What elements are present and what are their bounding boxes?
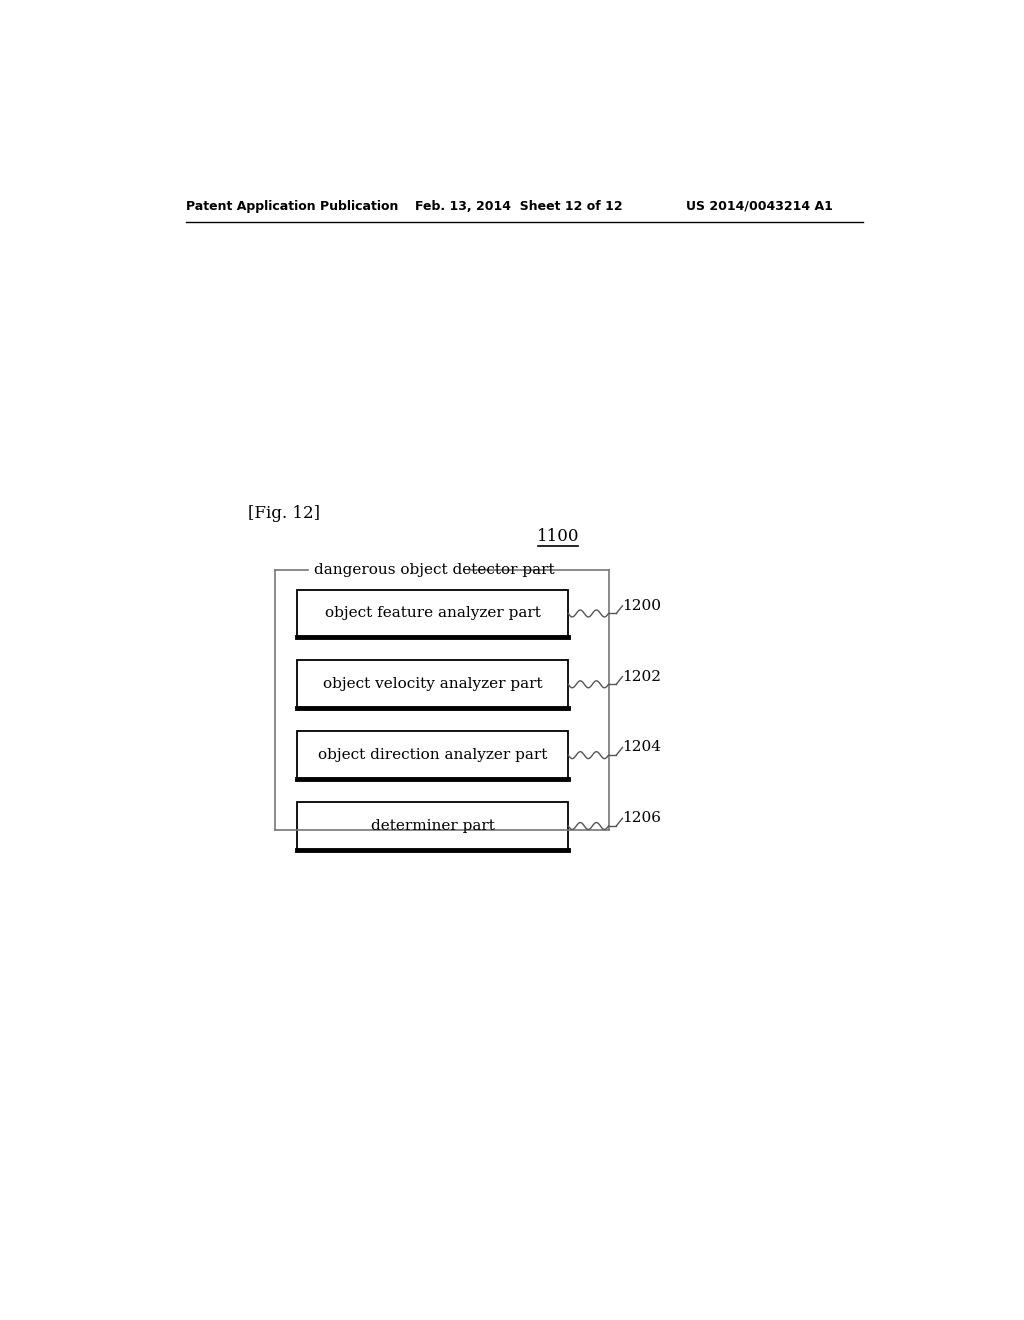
Bar bbox=[297, 731, 568, 779]
Text: 1100: 1100 bbox=[537, 528, 580, 545]
Text: object direction analyzer part: object direction analyzer part bbox=[317, 748, 547, 762]
Text: object velocity analyzer part: object velocity analyzer part bbox=[323, 677, 543, 692]
Text: 1200: 1200 bbox=[623, 599, 662, 612]
Text: 1206: 1206 bbox=[623, 812, 662, 825]
Text: Patent Application Publication: Patent Application Publication bbox=[186, 199, 398, 213]
Text: [Fig. 12]: [Fig. 12] bbox=[248, 506, 321, 521]
Text: determiner part: determiner part bbox=[371, 818, 495, 833]
Bar bbox=[297, 803, 568, 850]
Text: Feb. 13, 2014  Sheet 12 of 12: Feb. 13, 2014 Sheet 12 of 12 bbox=[415, 199, 623, 213]
Text: dangerous object detector part: dangerous object detector part bbox=[314, 564, 555, 577]
Text: 1204: 1204 bbox=[623, 741, 662, 755]
Bar bbox=[297, 590, 568, 638]
Text: object feature analyzer part: object feature analyzer part bbox=[325, 606, 541, 620]
Text: 1202: 1202 bbox=[623, 669, 662, 684]
Bar bbox=[297, 660, 568, 708]
Text: US 2014/0043214 A1: US 2014/0043214 A1 bbox=[686, 199, 833, 213]
